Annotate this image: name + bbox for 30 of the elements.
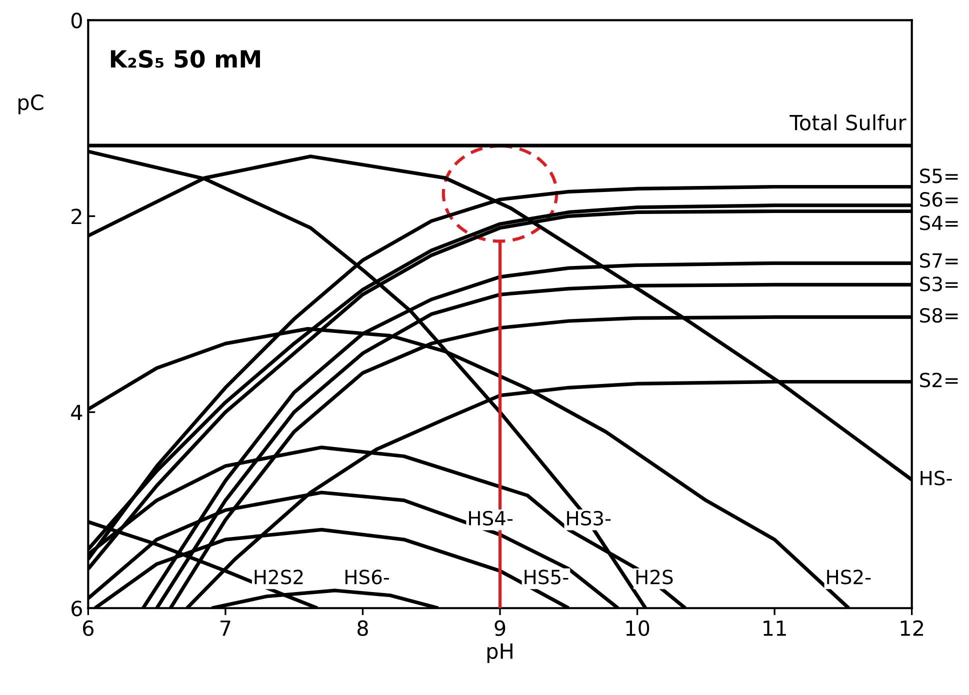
series-label: Total Sulfur [790,114,906,130]
series-label: HS2- [827,570,871,584]
x-tick-label: 10 [626,620,650,636]
series-label: S6= [920,192,958,207]
series-label: HS4- [469,510,513,526]
series-label: S4= [920,216,958,230]
y-tick-label: 6 [72,600,82,616]
series-label: S2= [920,372,958,388]
series-label: HS- [920,470,952,486]
y-axis-title: pC [18,94,44,114]
y-tick-label: 4 [71,404,82,420]
y-tick-label: 0 [71,12,82,28]
series-label: H2S2 [254,570,303,584]
y-tick-label: 2 [72,208,82,224]
x-tick-label: 9 [494,620,506,636]
x-tick-label: 12 [900,620,923,636]
series-label: HS3- [567,510,611,526]
series-label: S7= [920,253,958,268]
series-label: HS5- [524,570,568,584]
series-label: S5= [920,168,958,184]
x-tick-label: 11 [764,620,786,636]
series-label: S8= [920,308,958,323]
x-axis-title: pH [487,644,512,664]
text: K₂S₅ 50 mM [110,50,260,68]
x-tick-label: 7 [220,620,230,636]
series-label: H2S [636,570,673,584]
x-tick-label: 8 [358,620,368,636]
x-tick-label: 6 [83,620,94,636]
series-label: HS6- [346,570,390,584]
series-label: S3= [920,276,958,292]
